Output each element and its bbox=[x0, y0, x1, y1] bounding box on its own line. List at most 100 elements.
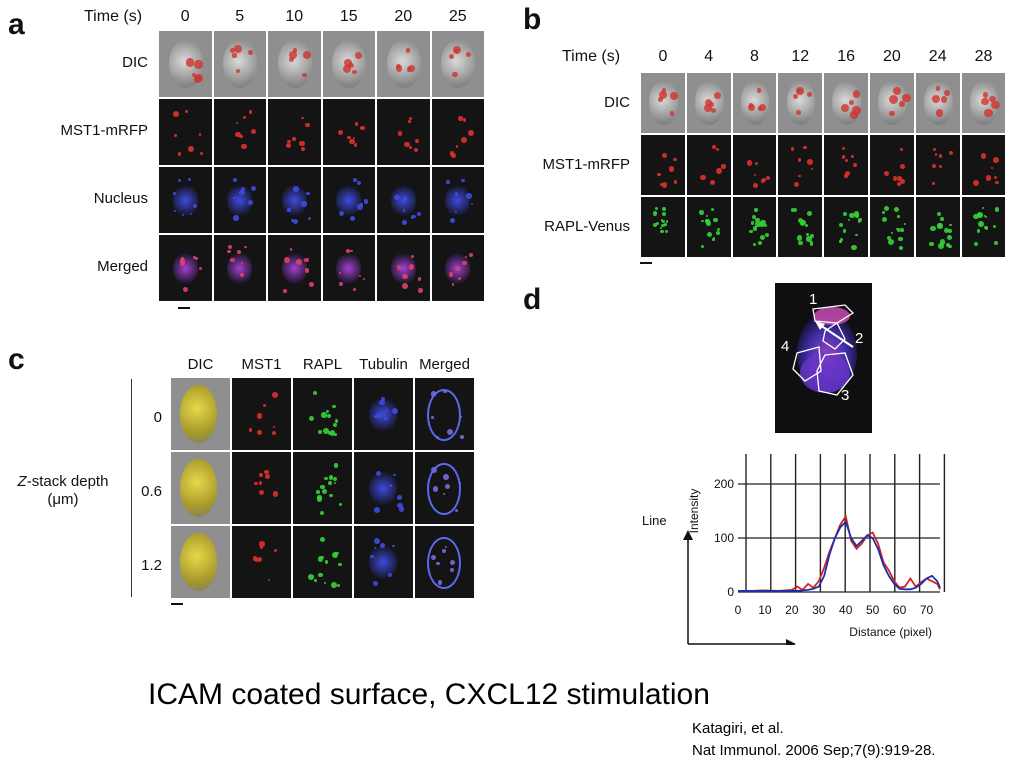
red-signal bbox=[194, 60, 203, 69]
fluorescent-spot bbox=[455, 192, 459, 196]
fluorescent-spot bbox=[402, 283, 409, 290]
fluorescent-spot bbox=[899, 148, 903, 152]
red-signal bbox=[465, 51, 471, 57]
fluorescent-spot bbox=[462, 118, 467, 122]
fluorescent-spot bbox=[180, 257, 184, 261]
fluorescent-spot bbox=[938, 154, 943, 158]
fluorescent-spot bbox=[841, 146, 846, 151]
panel-b-image-cell bbox=[960, 134, 1007, 196]
fluorescent-spot bbox=[338, 281, 343, 286]
fluorescent-spot bbox=[847, 218, 851, 222]
fluorescent-spot bbox=[454, 508, 459, 512]
panel-c-image-cell bbox=[170, 525, 231, 599]
panel-a-image-cell bbox=[430, 234, 485, 302]
fluorescent-spot bbox=[809, 242, 814, 246]
fluorescent-spot bbox=[790, 208, 795, 212]
panel-c-axis-line bbox=[131, 379, 132, 597]
citation-authors: Katagiri, et al. bbox=[692, 720, 784, 737]
fluorescent-spot bbox=[790, 147, 795, 151]
fluorescent-spot bbox=[792, 207, 798, 213]
fluorescent-spot bbox=[193, 204, 198, 209]
fluorescent-spot bbox=[414, 138, 420, 144]
y-axis-arrowhead bbox=[683, 530, 693, 540]
fluorescent-spot bbox=[993, 176, 997, 180]
red-signal bbox=[943, 90, 950, 96]
fluorescent-spot bbox=[448, 272, 454, 277]
fluorescent-spot bbox=[177, 178, 182, 183]
panel-c-image-cell bbox=[414, 451, 475, 525]
fluorescent-spot bbox=[248, 110, 253, 115]
fluorescent-spot bbox=[316, 490, 320, 494]
fluorescent-spot bbox=[199, 133, 202, 136]
fluorescent-spot bbox=[939, 239, 946, 245]
fluorescent-spot bbox=[305, 122, 310, 128]
fluorescent-spot bbox=[262, 403, 266, 407]
red-signal bbox=[185, 58, 194, 67]
cell-outline bbox=[427, 389, 461, 441]
panel-a-image-cell bbox=[267, 166, 322, 234]
fluorescent-spot bbox=[301, 116, 305, 120]
fluorescent-spot bbox=[659, 227, 662, 230]
fluorescent-spot bbox=[402, 209, 405, 212]
fluorescent-spot bbox=[293, 186, 299, 192]
fluorescent-spot bbox=[655, 221, 660, 226]
fluorescent-spot bbox=[258, 481, 263, 486]
fluorescent-spot bbox=[930, 225, 936, 231]
panel-a-time-25: 25 bbox=[448, 8, 467, 25]
fluorescent-spot bbox=[749, 229, 753, 234]
fluorescent-spot bbox=[233, 196, 237, 200]
fluorescent-spot bbox=[721, 164, 726, 170]
fluorescent-spot bbox=[466, 193, 472, 199]
fluorescent-spot bbox=[248, 199, 254, 205]
nucleus-signal bbox=[172, 252, 198, 285]
red-signal bbox=[408, 65, 416, 73]
fluorescent-spot bbox=[799, 220, 805, 226]
fluorescent-spot bbox=[884, 206, 890, 212]
fluorescent-spot bbox=[981, 206, 984, 210]
fluorescent-spot bbox=[259, 473, 263, 477]
panel-a-image-cell bbox=[321, 234, 376, 302]
fluorescent-spot bbox=[664, 229, 669, 234]
fluorescent-spot bbox=[394, 194, 400, 201]
fluorescent-spot bbox=[764, 232, 770, 237]
fluorescent-spot bbox=[451, 283, 455, 286]
fluorescent-spot bbox=[710, 207, 715, 212]
fluorescent-spot bbox=[995, 180, 1000, 185]
fluorescent-spot bbox=[408, 263, 415, 270]
panel-a-time-10: 10 bbox=[285, 8, 304, 25]
red-signal bbox=[355, 52, 363, 60]
fluorescent-spot bbox=[652, 211, 658, 216]
fluorescent-spot bbox=[189, 212, 192, 216]
fluorescent-spot bbox=[718, 168, 721, 171]
fluorescent-spot bbox=[384, 416, 388, 421]
fluorescent-spot bbox=[283, 257, 290, 264]
fluorescent-spot bbox=[241, 186, 246, 192]
fluorescent-spot bbox=[410, 254, 415, 259]
fluorescent-spot bbox=[388, 573, 392, 578]
panel-b-image-cell bbox=[685, 196, 732, 258]
fluorescent-spot bbox=[851, 244, 857, 251]
fluorescent-spot bbox=[461, 178, 465, 183]
fluorescent-spot bbox=[700, 245, 704, 249]
fluorescent-spot bbox=[264, 469, 269, 475]
fluorescent-spot bbox=[934, 153, 937, 156]
panel-b-row-label: MST1-mRFP bbox=[542, 156, 631, 173]
red-signal bbox=[981, 97, 990, 106]
fluorescent-spot bbox=[233, 214, 239, 221]
fluorescent-spot bbox=[290, 248, 293, 251]
panel-c-column-label: Merged bbox=[419, 356, 470, 373]
fluorescent-spot bbox=[852, 162, 858, 168]
fluorescent-spot bbox=[848, 212, 855, 219]
fluorescent-spot bbox=[755, 221, 761, 227]
fluorescent-spot bbox=[380, 543, 385, 548]
fluorescent-spot bbox=[458, 116, 463, 121]
fluorescent-spot bbox=[374, 538, 381, 544]
red-signal bbox=[898, 101, 905, 107]
fluorescent-spot bbox=[398, 506, 404, 512]
cell-body bbox=[180, 459, 217, 518]
fluorescent-spot bbox=[249, 428, 253, 432]
panel-b-image-cell bbox=[640, 196, 686, 258]
fluorescent-spot bbox=[654, 206, 658, 210]
panel-a-image-cell bbox=[212, 234, 267, 302]
panel-a-time-0: 0 bbox=[180, 8, 190, 25]
